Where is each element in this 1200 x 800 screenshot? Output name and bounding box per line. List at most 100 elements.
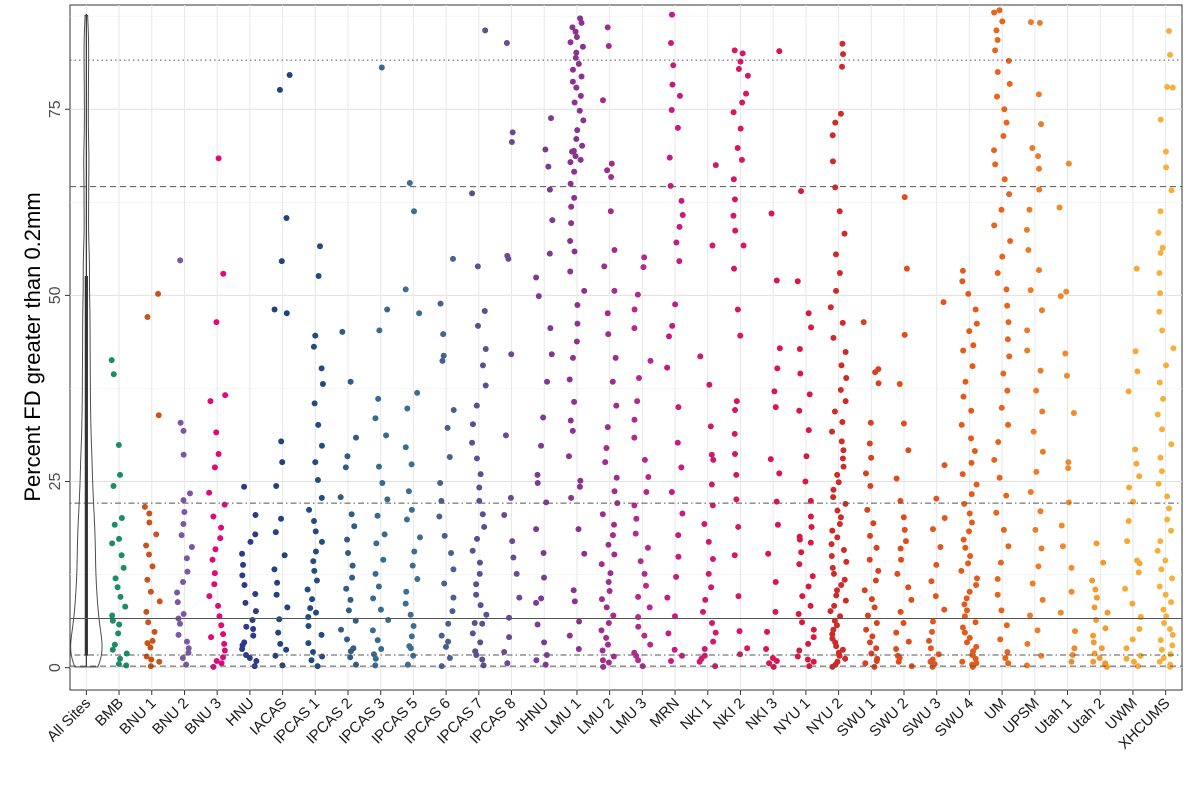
data-point: [1001, 176, 1008, 183]
data-point: [144, 313, 151, 320]
data-point: [1068, 588, 1075, 595]
data-point: [992, 161, 999, 168]
data-point: [349, 562, 356, 569]
data-point: [1003, 492, 1010, 499]
data-point: [866, 639, 873, 646]
data-point: [571, 99, 578, 106]
data-point: [674, 439, 681, 446]
data-point: [1025, 246, 1032, 253]
data-point: [1154, 411, 1161, 418]
data-point: [794, 278, 801, 285]
data-point: [641, 632, 648, 639]
data-point: [373, 540, 380, 547]
data-point: [1035, 165, 1042, 172]
data-point: [120, 564, 127, 571]
data-point: [1036, 19, 1043, 26]
data-point: [635, 593, 642, 600]
data-point: [973, 643, 980, 650]
data-point: [314, 663, 321, 670]
data-point: [344, 636, 351, 643]
data-point: [829, 527, 836, 534]
data-point: [834, 658, 841, 665]
data-point: [575, 60, 582, 67]
data-point: [506, 634, 513, 641]
data-point: [571, 598, 578, 605]
data-point: [963, 595, 970, 602]
data-point: [776, 470, 783, 477]
data-point: [991, 456, 998, 463]
data-point: [1065, 160, 1072, 167]
data-point: [994, 36, 1001, 43]
data-point: [994, 270, 1001, 277]
data-point: [345, 550, 352, 556]
data-point: [667, 182, 674, 189]
data-point: [155, 412, 162, 419]
data-point: [473, 591, 480, 598]
data-point: [871, 604, 878, 611]
data-point: [799, 593, 806, 600]
data-point: [701, 520, 708, 527]
series-swu-4: [958, 267, 981, 670]
data-point: [1036, 186, 1043, 193]
data-point: [338, 626, 345, 633]
data-point: [1035, 267, 1042, 274]
data-point: [940, 299, 947, 306]
data-point: [873, 657, 880, 664]
data-point: [968, 459, 975, 466]
data-point: [469, 630, 476, 637]
data-point: [1057, 609, 1064, 616]
data-point: [316, 243, 323, 250]
data-point: [1166, 505, 1173, 512]
data-point: [709, 242, 716, 249]
data-point: [438, 632, 445, 639]
data-point: [404, 405, 411, 412]
data-point: [221, 640, 228, 647]
data-point: [646, 604, 653, 611]
data-point: [1030, 428, 1037, 435]
data-point: [1157, 249, 1164, 256]
data-point: [838, 362, 845, 369]
data-point: [375, 395, 382, 402]
data-point: [707, 423, 714, 430]
data-point: [901, 526, 908, 533]
data-point: [569, 354, 576, 361]
data-point: [272, 652, 279, 659]
data-point: [573, 84, 580, 91]
data-point: [179, 654, 186, 661]
data-point: [841, 576, 848, 583]
data-point: [403, 516, 410, 523]
data-point: [577, 15, 584, 22]
data-point: [606, 587, 613, 594]
data-point: [442, 643, 449, 650]
data-point: [837, 386, 844, 393]
data-point: [701, 646, 708, 653]
data-point: [473, 581, 480, 588]
data-point: [866, 440, 873, 447]
data-point: [867, 532, 874, 539]
data-point: [833, 622, 840, 629]
data-point: [1000, 526, 1007, 533]
data-point: [604, 424, 611, 431]
data-point: [573, 49, 580, 56]
data-point: [834, 534, 841, 541]
data-point: [665, 630, 672, 637]
data-point: [613, 474, 620, 481]
data-point: [215, 450, 222, 457]
data-point: [733, 398, 740, 405]
data-point: [445, 620, 452, 627]
data-point: [840, 51, 847, 58]
data-point: [380, 556, 387, 563]
series-ipcas-7: [469, 27, 490, 669]
data-point: [645, 474, 652, 481]
data-point: [174, 599, 181, 606]
data-point: [737, 58, 744, 65]
data-point: [1029, 144, 1036, 151]
data-point: [480, 662, 487, 669]
data-point: [1168, 599, 1175, 606]
data-point: [599, 511, 606, 518]
data-point: [146, 519, 153, 526]
data-point: [611, 551, 618, 558]
data-point: [835, 479, 842, 486]
data-point: [1006, 353, 1013, 360]
data-point: [710, 638, 717, 645]
